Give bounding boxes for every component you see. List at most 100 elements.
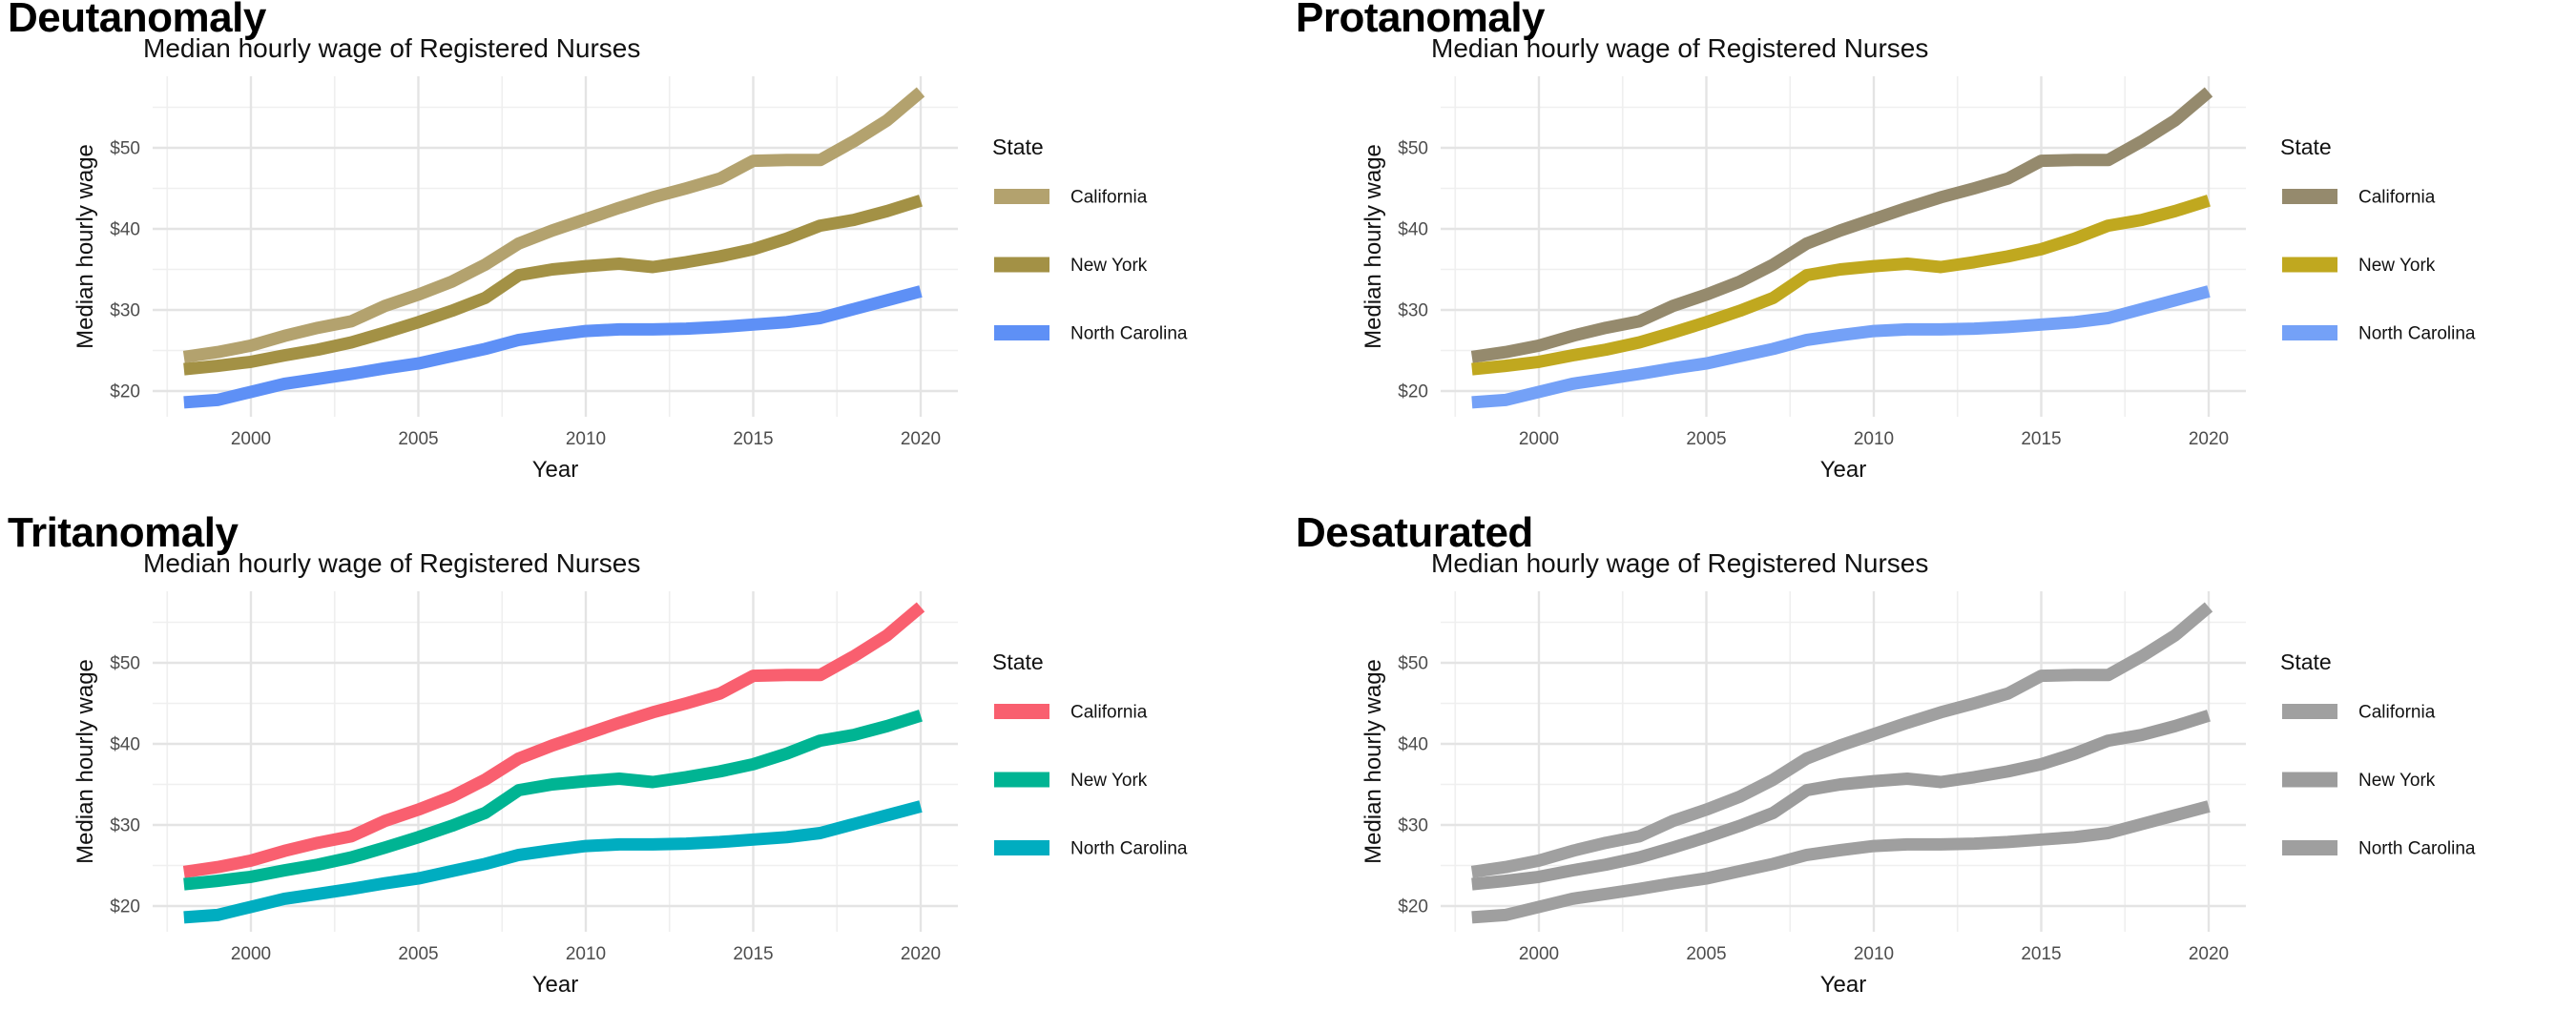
panel-title-protanomaly: Protanomaly bbox=[1296, 0, 1546, 41]
axis-title-y: Median hourly wage bbox=[1361, 144, 1386, 349]
y-tick-label: $20 bbox=[1398, 897, 1428, 917]
wage-line-north-carolina bbox=[183, 800, 923, 924]
chart-subtitle: Median hourly wage of Registered Nurses bbox=[1431, 33, 1928, 63]
panel-title-tritanomaly: Tritanomaly bbox=[8, 509, 239, 556]
legend-title: State bbox=[2280, 134, 2332, 159]
x-tick-label: 2010 bbox=[566, 429, 606, 449]
legend-swatch-new-york bbox=[994, 772, 1049, 788]
wage-line-north-carolina bbox=[183, 285, 923, 409]
x-tick-label: 2015 bbox=[2021, 944, 2061, 964]
wage-chart-tritanomaly: Median hourly wage of Registered Nurses $… bbox=[73, 548, 1188, 998]
axis-title-x: Year bbox=[1820, 972, 1867, 998]
wage-chart-protanomaly: Median hourly wage of Registered Nurses $… bbox=[1361, 33, 2476, 483]
legend-label-new-york: New York bbox=[2358, 256, 2436, 276]
y-tick-label: $50 bbox=[1398, 139, 1428, 159]
wage-line-new-york bbox=[183, 710, 923, 891]
legend-swatch-new-york bbox=[2282, 772, 2337, 788]
x-tick-label: 2015 bbox=[733, 944, 773, 964]
chart-root: Median hourly wage of Registered Nurses $… bbox=[1361, 33, 2476, 483]
panel-title-desaturated: Desaturated bbox=[1296, 509, 1533, 556]
y-tick-label: $30 bbox=[110, 301, 140, 321]
panel-deutanomaly: Median hourly wage of Registered Nurses $… bbox=[0, 0, 1288, 515]
legend-label-california: California bbox=[1070, 703, 1148, 723]
axis-title-x: Year bbox=[532, 972, 579, 998]
legend-title: State bbox=[2280, 649, 2332, 674]
legend-label-new-york: New York bbox=[1070, 256, 1148, 276]
legend-label-north-carolina: North Carolina bbox=[2358, 839, 2476, 859]
y-tick-label: $50 bbox=[110, 654, 140, 674]
x-tick-label: 2015 bbox=[733, 429, 773, 449]
y-tick-label: $40 bbox=[1398, 220, 1428, 240]
x-tick-label: 2005 bbox=[1686, 429, 1726, 449]
x-tick-label: 2010 bbox=[1854, 429, 1894, 449]
x-tick-label: 2000 bbox=[1519, 429, 1559, 449]
y-tick-label: $30 bbox=[1398, 816, 1428, 836]
axis-title-x: Year bbox=[1820, 457, 1867, 483]
chart-root: Median hourly wage of Registered Nurses $… bbox=[73, 33, 1188, 483]
legend-title: State bbox=[992, 649, 1044, 674]
wage-line-north-carolina bbox=[1471, 800, 2211, 924]
x-tick-label: 2020 bbox=[901, 429, 941, 449]
chart-subtitle: Median hourly wage of Registered Nurses bbox=[1431, 548, 1928, 578]
x-tick-label: 2015 bbox=[2021, 429, 2061, 449]
wage-line-california bbox=[182, 602, 925, 878]
x-tick-label: 2000 bbox=[231, 429, 271, 449]
legend-swatch-california bbox=[2282, 189, 2337, 204]
legend-swatch-california bbox=[994, 704, 1049, 719]
wage-line-new-york bbox=[1471, 710, 2211, 891]
x-tick-label: 2000 bbox=[1519, 944, 1559, 964]
chart-subtitle: Median hourly wage of Registered Nurses bbox=[143, 33, 640, 63]
legend-swatch-new-york bbox=[994, 257, 1049, 273]
y-tick-label: $20 bbox=[110, 897, 140, 917]
y-tick-label: $20 bbox=[110, 382, 140, 402]
axis-title-y: Median hourly wage bbox=[73, 659, 98, 864]
panel-tritanomaly: Median hourly wage of Registered Nurses $… bbox=[0, 510, 1288, 1030]
chart-subtitle: Median hourly wage of Registered Nurses bbox=[143, 548, 640, 578]
x-tick-label: 2010 bbox=[566, 944, 606, 964]
wage-line-new-york bbox=[1471, 195, 2211, 376]
axis-title-y: Median hourly wage bbox=[73, 144, 98, 349]
y-tick-label: $30 bbox=[1398, 301, 1428, 321]
wage-chart-desaturated: Median hourly wage of Registered Nurses $… bbox=[1361, 548, 2476, 998]
y-tick-label: $40 bbox=[110, 220, 140, 240]
x-tick-label: 2020 bbox=[901, 944, 941, 964]
x-tick-label: 2005 bbox=[398, 944, 438, 964]
y-tick-label: $30 bbox=[110, 816, 140, 836]
wage-line-california bbox=[1470, 602, 2213, 878]
legend-label-north-carolina: North Carolina bbox=[2358, 324, 2476, 344]
legend-swatch-california bbox=[2282, 704, 2337, 719]
wage-line-california bbox=[1470, 87, 2213, 363]
legend-label-california: California bbox=[2358, 188, 2436, 208]
chart-root: Median hourly wage of Registered Nurses $… bbox=[73, 548, 1188, 998]
chart-root: Median hourly wage of Registered Nurses $… bbox=[1361, 548, 2476, 998]
legend-label-new-york: New York bbox=[1070, 771, 1148, 791]
x-tick-label: 2010 bbox=[1854, 944, 1894, 964]
y-tick-label: $50 bbox=[110, 139, 140, 159]
legend-label-california: California bbox=[2358, 703, 2436, 723]
panel-desaturated: Median hourly wage of Registered Nurses $… bbox=[1288, 510, 2576, 1030]
y-tick-label: $50 bbox=[1398, 654, 1428, 674]
legend-swatch-north-carolina bbox=[994, 840, 1049, 855]
legend-label-north-carolina: North Carolina bbox=[1070, 839, 1188, 859]
legend-swatch-north-carolina bbox=[2282, 325, 2337, 340]
x-tick-label: 2000 bbox=[231, 944, 271, 964]
legend-label-north-carolina: North Carolina bbox=[1070, 324, 1188, 344]
legend-label-new-york: New York bbox=[2358, 771, 2436, 791]
panel-protanomaly: Median hourly wage of Registered Nurses $… bbox=[1288, 0, 2576, 515]
legend-swatch-north-carolina bbox=[994, 325, 1049, 340]
x-tick-label: 2005 bbox=[1686, 944, 1726, 964]
x-tick-label: 2005 bbox=[398, 429, 438, 449]
x-tick-label: 2020 bbox=[2189, 429, 2229, 449]
legend-label-california: California bbox=[1070, 188, 1148, 208]
y-tick-label: $40 bbox=[110, 735, 140, 755]
panel-title-deutanomaly: Deutanomaly bbox=[8, 0, 266, 41]
y-tick-label: $40 bbox=[1398, 735, 1428, 755]
axis-title-y: Median hourly wage bbox=[1361, 659, 1386, 864]
legend-title: State bbox=[992, 134, 1044, 159]
legend-swatch-new-york bbox=[2282, 257, 2337, 273]
legend-swatch-california bbox=[994, 189, 1049, 204]
axis-title-x: Year bbox=[532, 457, 579, 483]
wage-line-north-carolina bbox=[1471, 285, 2211, 409]
x-tick-label: 2020 bbox=[2189, 944, 2229, 964]
